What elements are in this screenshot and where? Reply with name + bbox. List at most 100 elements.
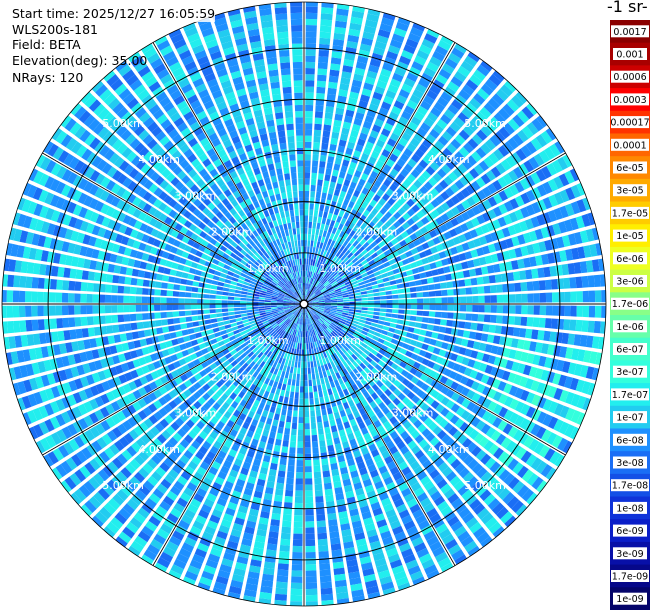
range-bin: [337, 305, 344, 308]
range-bin: [392, 471, 403, 481]
range-bin: [549, 143, 561, 157]
range-bin: [461, 199, 471, 210]
range-bin: [331, 468, 340, 477]
range-bin: [283, 377, 288, 385]
range-bin: [359, 269, 367, 275]
range-bin: [440, 562, 454, 573]
range-bin: [305, 25, 317, 32]
range-bin: [336, 3, 350, 10]
range-bin: [500, 511, 513, 524]
range-bin: [506, 99, 520, 112]
range-bin: [535, 255, 543, 266]
range-bin: [487, 209, 497, 220]
range-bin: [538, 355, 547, 367]
range-bin: [467, 476, 479, 488]
range-bin: [403, 493, 415, 503]
range-bin: [314, 314, 320, 319]
range-bin: [355, 243, 362, 250]
range-bin: [371, 233, 379, 241]
range-bin: [380, 224, 388, 232]
range-bin: [322, 389, 328, 397]
range-bin: [356, 263, 363, 269]
range-bin: [69, 268, 77, 279]
range-bin: [321, 7, 334, 15]
range-bin: [384, 220, 393, 228]
range-bin: [330, 247, 336, 254]
range-bin: [500, 84, 513, 97]
range-bin: [473, 526, 486, 539]
range-bin: [304, 283, 307, 290]
range-bin: [339, 83, 350, 91]
range-bin: [395, 21, 409, 32]
range-bin: [356, 365, 363, 373]
range-bin: [379, 334, 387, 340]
range-bin: [386, 270, 394, 277]
range-bin: [443, 109, 456, 120]
range-bin: [498, 406, 509, 418]
range-bin: [339, 245, 345, 252]
range-bin: [470, 180, 481, 192]
range-bin: [540, 130, 553, 144]
range-bin: [310, 361, 314, 368]
range-bin: [487, 265, 495, 274]
range-bin: [496, 305, 504, 314]
range-bin: [342, 232, 349, 240]
range-bin: [440, 396, 450, 406]
range-bin: [383, 249, 391, 257]
range-bin: [328, 519, 338, 527]
range-bin: [281, 446, 289, 454]
range-bin: [395, 142, 405, 152]
range-bin: [525, 328, 533, 339]
range-bin: [317, 248, 322, 255]
range-bin: [376, 324, 384, 329]
range-bin: [538, 280, 546, 291]
range-bin: [316, 291, 322, 296]
range-bin: [63, 330, 71, 341]
range-bin: [441, 297, 448, 304]
range-bin: [356, 373, 364, 381]
range-bin: [390, 238, 399, 246]
range-bin: [210, 284, 218, 290]
range-bin: [318, 276, 324, 282]
range-bin: [166, 290, 174, 297]
range-bin: [521, 488, 534, 502]
range-bin: [350, 85, 361, 94]
range-bin: [269, 525, 280, 533]
range-bin: [587, 320, 595, 333]
range-bin: [311, 271, 315, 279]
range-bin: [472, 341, 481, 350]
range-bin: [281, 408, 287, 416]
range-bin: [221, 304, 228, 308]
range-bin: [419, 413, 429, 423]
range-bin: [601, 305, 606, 318]
range-bin: [411, 267, 419, 275]
range-bin: [532, 242, 541, 254]
range-bin: [418, 235, 427, 244]
range-bin: [405, 38, 419, 49]
range-bin: [353, 117, 363, 126]
range-bin: [523, 340, 531, 351]
range-bin: [81, 328, 89, 338]
range-bin: [304, 147, 312, 155]
range-bin: [498, 203, 508, 215]
range-bin: [370, 322, 378, 328]
range-bin: [479, 489, 492, 502]
range-bin: [502, 250, 511, 261]
range-bin: [413, 132, 424, 143]
range-bin: [330, 270, 336, 276]
range-bin: [318, 307, 325, 310]
range-bin: [456, 395, 466, 405]
range-bin: [508, 316, 515, 325]
range-bin: [384, 286, 392, 291]
range-bin: [312, 300, 319, 303]
range-bin: [502, 491, 515, 505]
range-bin: [320, 270, 326, 276]
range-bin: [313, 471, 322, 479]
range-bin: [338, 322, 345, 327]
range-bin: [401, 83, 413, 94]
range-bin: [434, 183, 444, 194]
range-bin: [454, 134, 466, 145]
range-bin: [217, 281, 225, 287]
range-bin: [475, 111, 488, 123]
range-bin: [488, 152, 499, 165]
